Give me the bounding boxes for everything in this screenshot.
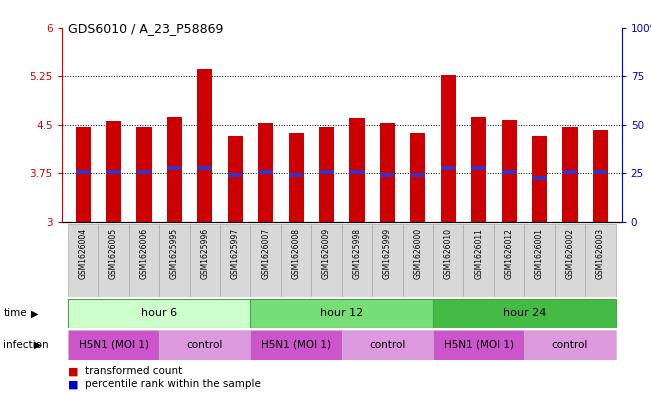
Text: control: control [552,340,588,350]
Text: infection: infection [3,340,49,350]
Bar [524,224,555,297]
Text: GSM1625998: GSM1625998 [352,228,361,279]
Bar [137,127,152,222]
Bar [106,121,121,222]
Text: GSM1625996: GSM1625996 [201,228,210,279]
Text: hour 24: hour 24 [503,309,546,318]
Text: GSM1625997: GSM1625997 [231,228,240,279]
Bar [501,120,517,222]
Text: control: control [187,340,223,350]
Bar [441,75,456,222]
Text: control: control [369,340,406,350]
Text: H5N1 (MOI 1): H5N1 (MOI 1) [79,340,148,350]
Bar [350,118,365,222]
Text: H5N1 (MOI 1): H5N1 (MOI 1) [444,340,514,350]
Bar [159,224,189,297]
Bar [220,224,251,297]
Text: ▶: ▶ [31,309,39,318]
Text: GSM1626008: GSM1626008 [292,228,301,279]
Bar [281,224,311,297]
Text: hour 12: hour 12 [320,309,363,318]
Bar [433,224,464,297]
Bar [342,330,433,360]
Bar [68,330,159,360]
Text: GSM1626000: GSM1626000 [413,228,422,279]
Bar [228,136,243,222]
Text: GSM1625999: GSM1625999 [383,228,392,279]
Bar [342,224,372,297]
Bar [68,224,98,297]
Text: GSM1626012: GSM1626012 [505,228,514,279]
Bar [555,224,585,297]
Bar [464,224,494,297]
Bar [129,224,159,297]
Bar [159,330,251,360]
Bar [76,127,90,222]
Bar [532,136,547,222]
Bar [380,123,395,222]
Bar [585,224,616,297]
Bar [258,123,273,222]
Bar [433,299,616,328]
Text: GSM1626004: GSM1626004 [79,228,88,279]
Bar [251,224,281,297]
Text: GSM1626007: GSM1626007 [261,228,270,279]
Text: GSM1626002: GSM1626002 [566,228,574,279]
Text: hour 6: hour 6 [141,309,177,318]
Text: H5N1 (MOI 1): H5N1 (MOI 1) [261,340,331,350]
Text: percentile rank within the sample: percentile rank within the sample [85,379,261,389]
Text: GSM1626010: GSM1626010 [444,228,452,279]
Text: GSM1626006: GSM1626006 [139,228,148,279]
Bar [471,117,486,222]
Text: ■: ■ [68,366,79,376]
Text: time: time [3,309,27,318]
Text: ■: ■ [68,379,79,389]
Text: GSM1626011: GSM1626011 [474,228,483,279]
Bar [433,330,524,360]
Text: GSM1626009: GSM1626009 [322,228,331,279]
Bar [319,127,334,222]
Bar [402,224,433,297]
Text: GDS6010 / A_23_P58869: GDS6010 / A_23_P58869 [68,22,224,35]
Bar [167,117,182,222]
Bar [524,330,616,360]
Bar [251,330,342,360]
Text: transformed count: transformed count [85,366,182,376]
Bar [494,224,524,297]
Bar [98,224,129,297]
Bar [593,130,608,222]
Text: GSM1625995: GSM1625995 [170,228,179,279]
Bar [189,224,220,297]
Bar [197,69,212,222]
Bar [372,224,402,297]
Text: GSM1626003: GSM1626003 [596,228,605,279]
Bar [410,133,426,222]
Bar [68,299,251,328]
Text: ▶: ▶ [34,340,42,350]
Bar [288,132,304,222]
Bar [562,127,577,222]
Bar [311,224,342,297]
Bar [251,299,433,328]
Text: GSM1626001: GSM1626001 [535,228,544,279]
Text: GSM1626005: GSM1626005 [109,228,118,279]
